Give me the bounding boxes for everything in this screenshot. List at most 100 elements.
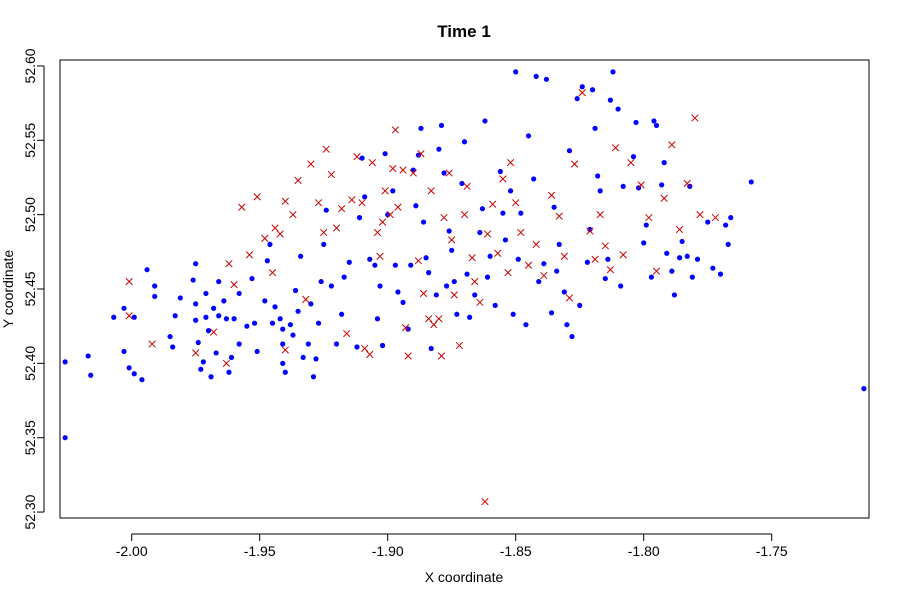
data-point-dot (203, 290, 209, 297)
data-point-cross (560, 252, 568, 260)
data-point-dot (282, 369, 288, 375)
data-point-cross (307, 160, 315, 168)
data-point-cross (332, 224, 341, 232)
data-point-dot (723, 222, 729, 228)
data-point-dot (367, 256, 373, 262)
data-point-cross (225, 260, 233, 268)
data-point-dot (436, 146, 442, 152)
data-point-dot (287, 322, 294, 328)
data-point-cross (483, 230, 492, 238)
data-point-cross (327, 170, 336, 179)
data-point-cross (230, 280, 238, 289)
data-point-dot (669, 268, 675, 274)
data-point-cross (450, 291, 458, 299)
data-point-dot (428, 345, 434, 352)
data-point-dot (249, 275, 255, 282)
x-tick-label: -1.75 (756, 543, 788, 559)
data-point-cross (660, 194, 668, 202)
data-point-cross (391, 126, 400, 134)
data-point-dot (415, 152, 422, 158)
data-point-cross (404, 352, 412, 360)
data-point-dot (198, 366, 204, 372)
data-point-dot (323, 207, 329, 213)
data-point-dot (548, 310, 555, 316)
data-point-dot (566, 148, 573, 154)
data-point-dot (139, 377, 145, 383)
data-point-dot (339, 311, 345, 317)
data-point-dot (861, 386, 867, 392)
data-point-dot (492, 302, 498, 308)
data-point-dot (531, 176, 537, 182)
data-point-dot (280, 341, 286, 347)
data-point-dot (461, 139, 468, 145)
data-point-dot (510, 311, 516, 317)
data-point-dot (203, 314, 209, 320)
data-point-dot (725, 241, 731, 247)
data-point-dot (408, 262, 414, 268)
data-point-dot (111, 314, 117, 320)
data-point-cross (322, 145, 330, 153)
data-point-dot (705, 219, 711, 225)
data-point-dot (318, 278, 324, 285)
data-point-cross (683, 179, 691, 188)
data-point-dot (564, 322, 570, 328)
x-tick-label: -1.95 (244, 543, 276, 559)
data-point-dot (236, 290, 242, 297)
data-point-dot (400, 299, 406, 305)
y-axis-title: Y coordinate (0, 250, 16, 329)
y-tick-label: 52.60 (22, 48, 38, 83)
data-point-cross (437, 352, 446, 360)
data-point-cross (455, 341, 464, 350)
data-point-dot (236, 341, 242, 347)
data-point-dot (579, 84, 585, 90)
data-point-dot (264, 258, 270, 264)
data-point-cross (368, 158, 376, 167)
data-point-cross (512, 199, 520, 207)
data-point-dot (554, 268, 560, 274)
y-tick-label: 52.30 (22, 494, 38, 529)
data-point-cross (435, 315, 443, 323)
y-tick-label: 52.55 (22, 123, 38, 158)
data-point-dot (717, 271, 724, 277)
data-point-cross (376, 252, 384, 260)
data-point-dot (433, 292, 439, 298)
x-axis: -2.00 -1.95 -1.90 -1.85 -1.80 -1.75 (116, 533, 788, 559)
data-point-dot (208, 374, 214, 380)
data-point-cross (481, 497, 489, 506)
data-point-cross (394, 203, 402, 211)
data-point-dot (659, 182, 665, 188)
data-point-dot (541, 261, 547, 267)
data-point-dot (513, 69, 519, 75)
data-point-dot (272, 304, 278, 310)
data-point-dot (62, 359, 68, 365)
data-point-dot (569, 333, 575, 340)
data-point-dot (643, 222, 649, 228)
data-point-cross (348, 196, 356, 204)
data-point-cross (601, 242, 609, 250)
data-point-dot (228, 354, 235, 361)
data-point-dot (620, 183, 626, 189)
data-point-dot (648, 274, 654, 280)
data-point-cross (619, 251, 627, 259)
data-point-cross (209, 328, 218, 336)
plot-frame (59, 59, 870, 519)
data-point-dot (280, 360, 286, 366)
data-point-dot (223, 316, 230, 322)
data-point-dot (121, 348, 127, 355)
data-point-dot (131, 371, 137, 377)
data-point-cross (399, 166, 407, 174)
data-point-dot (459, 180, 465, 187)
data-point-dot (661, 160, 667, 166)
data-point-dot (728, 215, 734, 221)
data-point-dot (269, 320, 276, 326)
data-point-cross (504, 268, 512, 277)
data-point-dot (577, 302, 583, 308)
data-point-cross (578, 89, 586, 97)
data-point-cross (430, 321, 438, 329)
data-point-dot (374, 316, 381, 322)
data-point-dot (200, 359, 206, 365)
data-point-dot (605, 256, 611, 262)
data-point-dot (167, 333, 173, 340)
